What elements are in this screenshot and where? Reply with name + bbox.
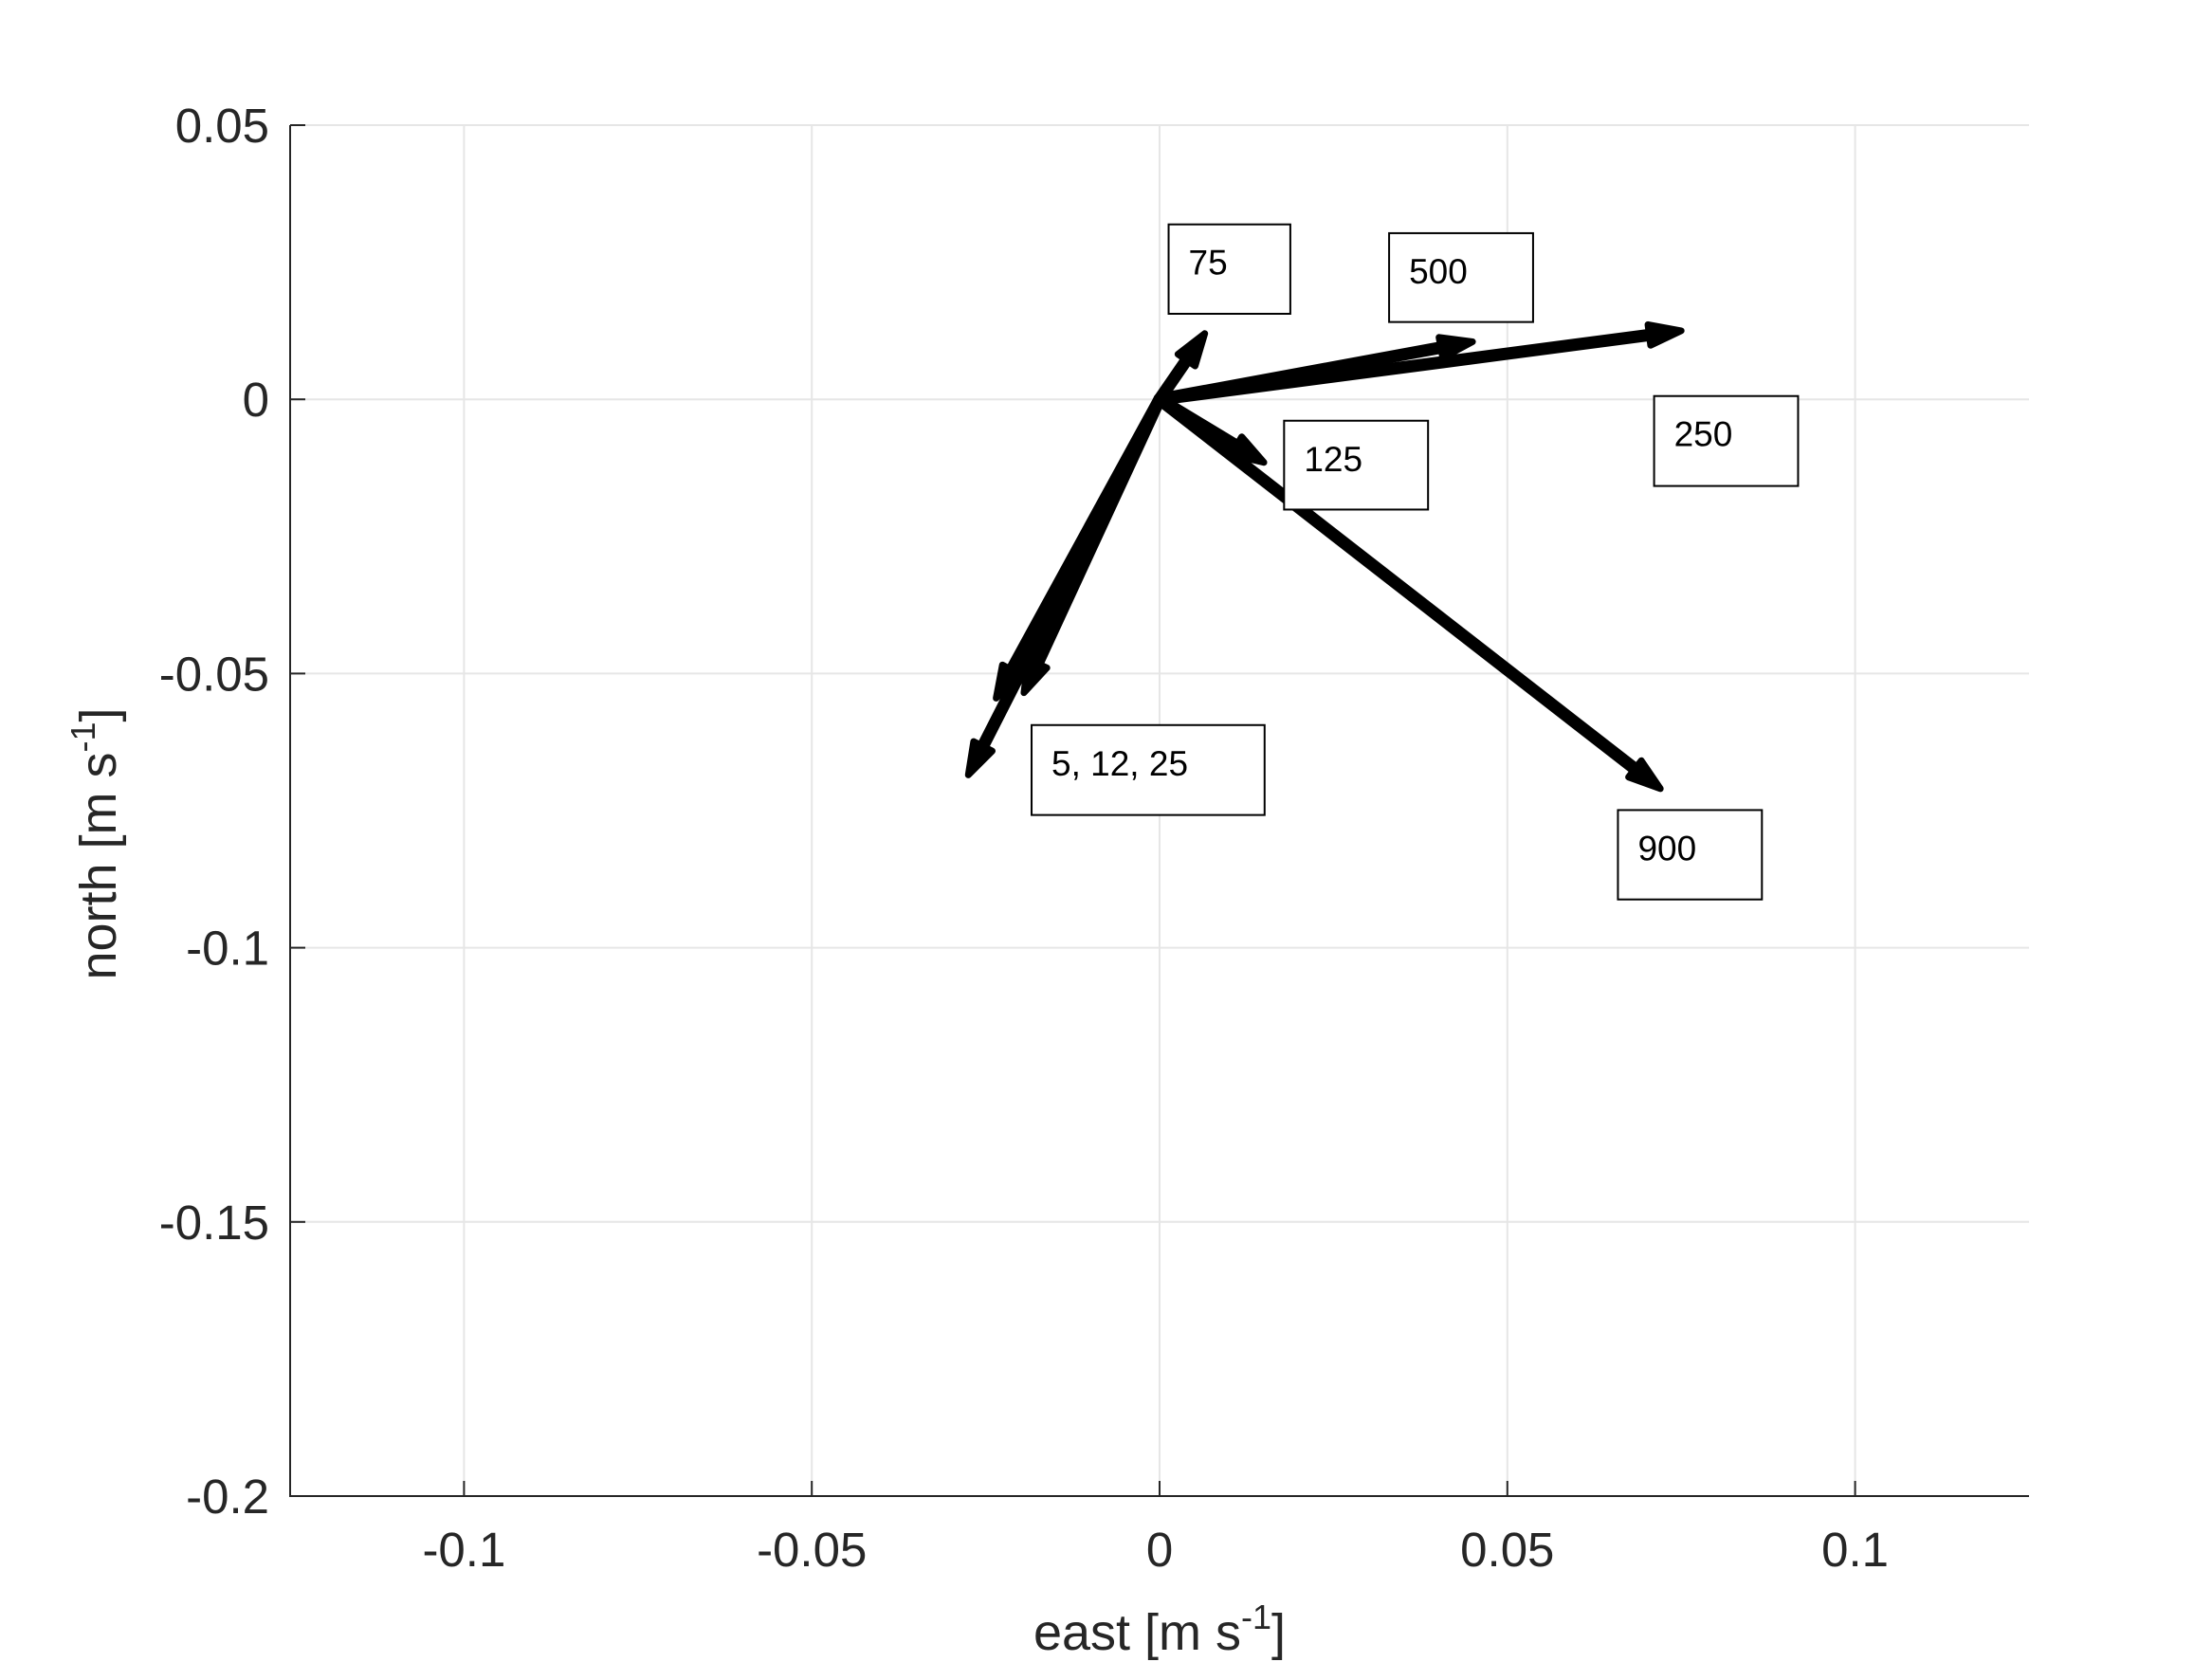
x-axis-label: east [m s-1] (1033, 1598, 1286, 1661)
depth-annotation: 75 (1167, 223, 1291, 315)
x-tick-label: 0 (1146, 1523, 1173, 1577)
depth-annotation: 250 (1653, 394, 1800, 487)
annotation-box (1283, 419, 1430, 511)
annotation-text: 125 (1304, 440, 1362, 479)
annotation-box (1167, 223, 1291, 315)
x-tick-label: 0.05 (1460, 1523, 1554, 1577)
x-axis-label-base: east [m s (1033, 1604, 1241, 1661)
y-axis-label: north [m s-1] (64, 707, 127, 979)
current-vectors (964, 320, 1685, 793)
current-vector (1153, 393, 1664, 793)
y-axis-label-superscript: -1 (64, 721, 102, 752)
y-tick-label: -0.05 (159, 647, 269, 701)
x-axis-label-superscript: -1 (1241, 1598, 1271, 1636)
annotation-box (1617, 809, 1764, 901)
x-tick-label: -0.05 (757, 1523, 867, 1577)
y-tick-label: 0 (243, 373, 269, 427)
current-vector (1153, 334, 1476, 406)
depth-annotation: 900 (1617, 809, 1764, 901)
y-tick-label: -0.2 (186, 1470, 269, 1524)
y-axis-label-base: north [m s (70, 752, 127, 979)
y-axis-ticks: -0.2 -0.15 -0.1 -0.05 0 0.05 (159, 99, 305, 1524)
annotation-text: 75 (1189, 244, 1228, 283)
depth-annotation: 500 (1388, 231, 1534, 323)
depth-annotations: 75 500 125 250 5, 12, 25 900 (1031, 223, 1800, 901)
current-vector (1153, 330, 1209, 406)
annotation-box (1653, 394, 1800, 487)
annotation-text: 500 (1409, 252, 1468, 291)
x-tick-label: -0.1 (422, 1523, 505, 1577)
x-axis-ticks: -0.1 -0.05 0 0.05 0.1 (422, 1481, 1889, 1577)
annotation-text: 5, 12, 25 (1051, 744, 1188, 783)
x-axis-label-end: ] (1271, 1604, 1286, 1661)
y-tick-label: -0.15 (159, 1196, 269, 1250)
depth-annotation: 125 (1283, 419, 1430, 511)
annotation-box (1388, 231, 1534, 323)
x-tick-label: 0.1 (1821, 1523, 1889, 1577)
current-vector (1020, 393, 1166, 697)
annotation-text: 900 (1637, 829, 1696, 868)
depth-annotation: 5, 12, 25 (1031, 723, 1266, 816)
annotation-text: 250 (1674, 415, 1733, 454)
y-tick-label: 0.05 (175, 99, 269, 153)
y-tick-label: -0.1 (186, 922, 269, 976)
y-axis-label-end: ] (70, 707, 127, 721)
annotation-box (1031, 723, 1266, 816)
